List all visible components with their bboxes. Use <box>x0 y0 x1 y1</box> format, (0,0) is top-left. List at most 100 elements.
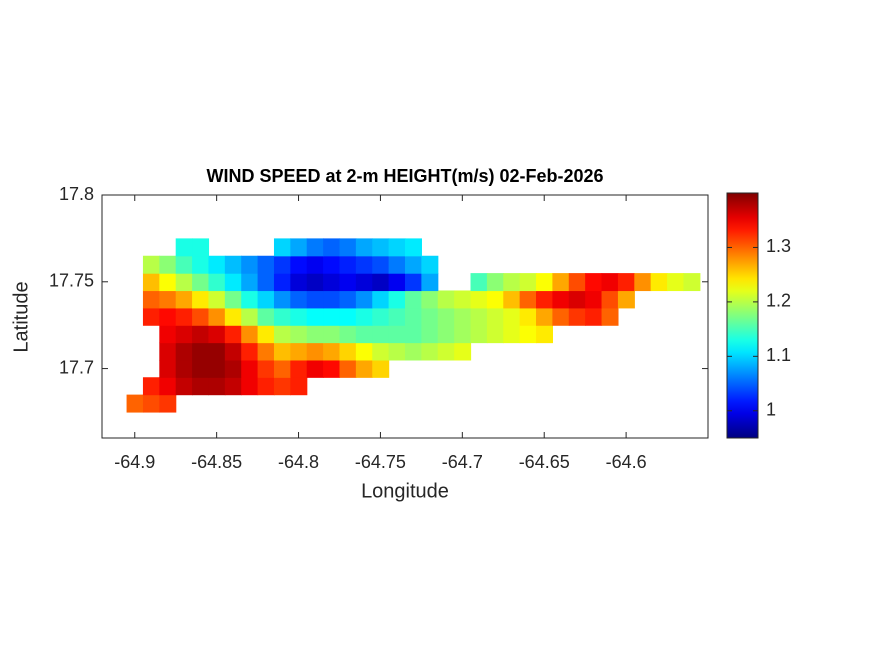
heat-cell <box>355 273 373 292</box>
heat-cell <box>224 342 242 361</box>
heat-cell <box>290 255 308 274</box>
heat-cell <box>437 325 455 344</box>
heat-cell <box>421 255 439 274</box>
heat-cell <box>323 342 341 361</box>
heat-cell <box>273 255 291 274</box>
heat-cell <box>257 359 275 378</box>
heat-cell <box>224 359 242 378</box>
heat-cell <box>306 273 324 292</box>
heat-cell <box>617 290 635 309</box>
x-axis-label: Longitude <box>361 480 449 502</box>
heat-cell <box>306 342 324 361</box>
heat-cell <box>339 255 357 274</box>
heat-cell <box>421 325 439 344</box>
heat-cell <box>290 325 308 344</box>
heat-cell <box>175 238 193 257</box>
heat-cell <box>273 325 291 344</box>
heat-cell <box>192 255 210 274</box>
heat-cell <box>323 290 341 309</box>
heat-cell <box>503 273 521 292</box>
heat-cell <box>405 325 422 344</box>
x-tick-label: -64.8 <box>278 452 319 472</box>
heat-cell <box>585 273 603 292</box>
heat-cell <box>405 255 422 274</box>
heat-cell <box>405 238 422 257</box>
heat-cell <box>421 273 439 292</box>
heat-cell <box>208 255 226 274</box>
heat-cell <box>306 325 324 344</box>
heat-cell <box>372 290 390 309</box>
heat-cell <box>306 359 324 378</box>
heat-cell <box>273 273 291 292</box>
heat-cell <box>208 342 226 361</box>
x-tick-label: -64.7 <box>442 452 483 472</box>
heat-cell <box>290 359 308 378</box>
heat-cell <box>323 325 341 344</box>
heat-cell <box>486 307 504 326</box>
heat-cell <box>339 342 357 361</box>
heat-cell <box>372 307 390 326</box>
heat-cell <box>257 307 275 326</box>
heat-cell <box>601 307 619 326</box>
heat-cell <box>241 359 259 378</box>
heat-cell <box>323 273 341 292</box>
heat-cell <box>536 307 554 326</box>
x-tick-label: -64.6 <box>606 452 647 472</box>
heat-cell <box>323 255 341 274</box>
heat-cell <box>568 307 586 326</box>
heat-cell <box>519 290 537 309</box>
heat-cell <box>454 290 472 309</box>
heat-cell <box>388 273 406 292</box>
heat-cell <box>323 359 341 378</box>
heat-cell <box>667 273 685 292</box>
heat-cell <box>241 290 259 309</box>
heat-cell <box>290 273 308 292</box>
heat-cell <box>142 273 160 292</box>
colorbar-tick-label: 1 <box>766 400 776 420</box>
heat-cell <box>257 342 275 361</box>
x-tick-label: -64.85 <box>191 452 242 472</box>
heat-cell <box>273 377 291 396</box>
chart-title: WIND SPEED at 2-m HEIGHT(m/s) 02-Feb-202… <box>206 166 603 186</box>
heat-cell <box>257 255 275 274</box>
heat-cell <box>339 307 357 326</box>
heat-cell <box>192 377 210 396</box>
heat-cell <box>503 307 521 326</box>
heat-cell <box>339 273 357 292</box>
heat-cell <box>519 307 537 326</box>
heat-cell <box>159 290 177 309</box>
heatmap <box>126 238 701 413</box>
heat-cell <box>224 273 242 292</box>
heat-cell <box>388 238 406 257</box>
heat-cell <box>323 307 341 326</box>
colorbar-tick-label: 1.3 <box>766 236 791 256</box>
heat-cell <box>454 325 472 344</box>
heat-cell <box>470 290 488 309</box>
heat-cell <box>372 342 390 361</box>
heat-cell <box>159 359 177 378</box>
heat-cell <box>617 273 635 292</box>
heat-cell <box>159 255 177 274</box>
heat-cell <box>355 290 373 309</box>
heat-cell <box>192 342 210 361</box>
heat-cell <box>355 307 373 326</box>
colorbar <box>726 192 759 439</box>
heat-cell <box>552 307 570 326</box>
heat-cell <box>388 290 406 309</box>
heat-cell <box>159 342 177 361</box>
heat-cell <box>601 290 619 309</box>
heat-cell <box>470 273 488 292</box>
heat-cell <box>241 273 259 292</box>
heat-cell <box>405 290 422 309</box>
heat-cell <box>273 307 291 326</box>
heat-cell <box>355 325 373 344</box>
plot-frame <box>101 194 709 439</box>
heat-cell <box>273 238 291 257</box>
heat-cell <box>323 238 341 257</box>
heat-cell <box>421 342 439 361</box>
heat-cell <box>241 307 259 326</box>
heat-cell <box>142 290 160 309</box>
heat-cell <box>306 255 324 274</box>
heat-cell <box>273 342 291 361</box>
